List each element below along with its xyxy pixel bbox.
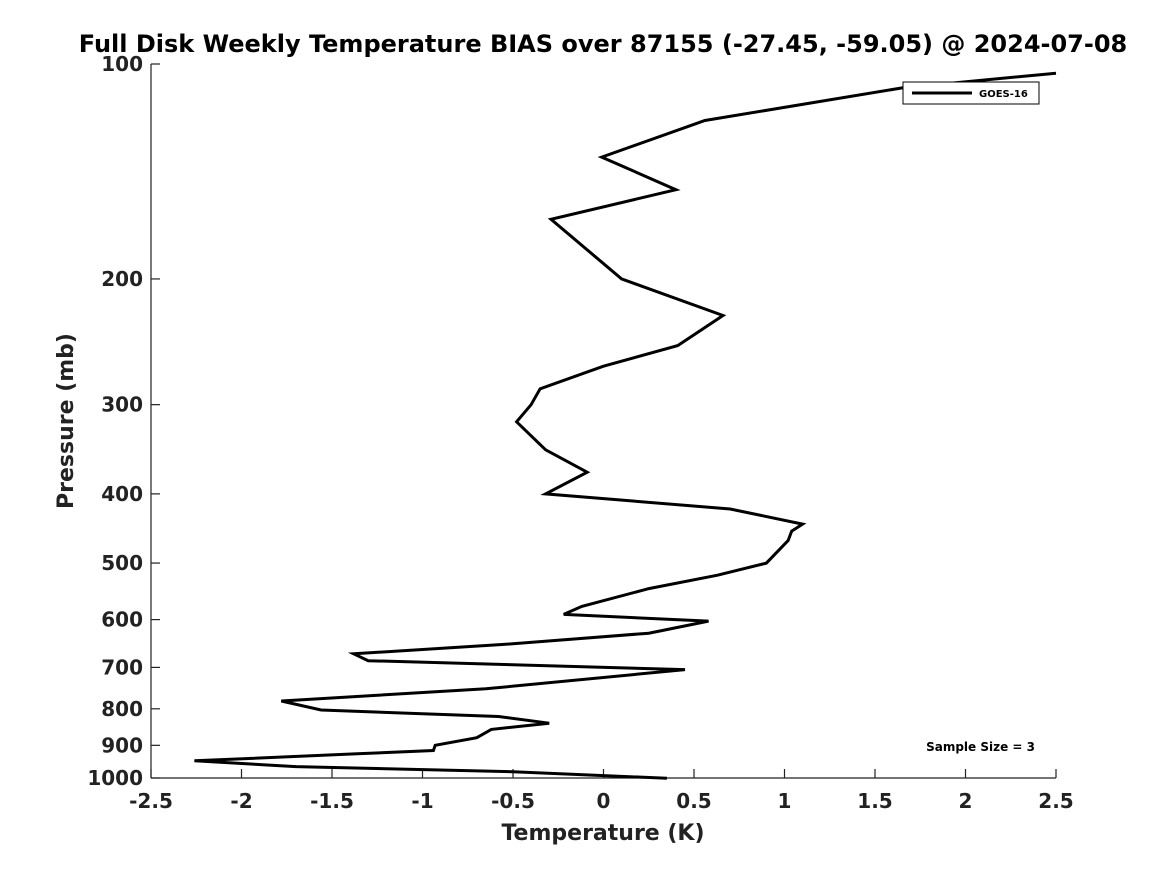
y-tick-label: 500	[101, 551, 143, 575]
x-tick-label: 1	[778, 789, 792, 813]
series-line-goes-16	[194, 71, 1057, 780]
y-tick-label: 700	[101, 655, 143, 679]
x-tick-label: 0	[597, 789, 611, 813]
y-tick-label: 300	[101, 393, 143, 417]
x-tick-label: 0.5	[676, 789, 711, 813]
x-tick-label: -2	[230, 789, 252, 813]
y-tick-label: 600	[101, 608, 143, 632]
y-tick-label: 400	[101, 482, 143, 506]
x-tick-label: 2.5	[1038, 789, 1073, 813]
x-tick-label: -2.5	[129, 789, 173, 813]
x-tick-label: 2	[959, 789, 973, 813]
y-tick-label: 200	[101, 267, 143, 291]
x-axis: -2.5 -2 -1.5 -1 -0.5 0 0.5 1 1.5 2 2.5	[129, 769, 1074, 813]
y-axis-label: Pressure (mb)	[54, 333, 79, 509]
sample-size-annotation: Sample Size = 3	[926, 740, 1035, 754]
y-tick-label: 1000	[87, 766, 143, 790]
x-tick-label: -0.5	[491, 789, 535, 813]
series-layer	[194, 71, 1057, 780]
y-tick-label: 900	[101, 733, 143, 757]
x-tick-label: -1.5	[310, 789, 354, 813]
y-tick-label: 800	[101, 697, 143, 721]
x-tick-label: -1	[411, 789, 433, 813]
legend-entry-goes-16: GOES-16	[979, 89, 1028, 100]
plot-area	[151, 64, 1056, 778]
y-axis: 100 200 300 400 500 600 700 800 900 1000	[87, 52, 160, 790]
x-tick-label: 1.5	[857, 789, 892, 813]
legend: GOES-16	[902, 81, 1040, 105]
x-axis-label: Temperature (K)	[501, 821, 704, 846]
y-tick-label: 100	[101, 52, 143, 76]
chart-title: Full Disk Weekly Temperature BIAS over 8…	[79, 30, 1127, 58]
